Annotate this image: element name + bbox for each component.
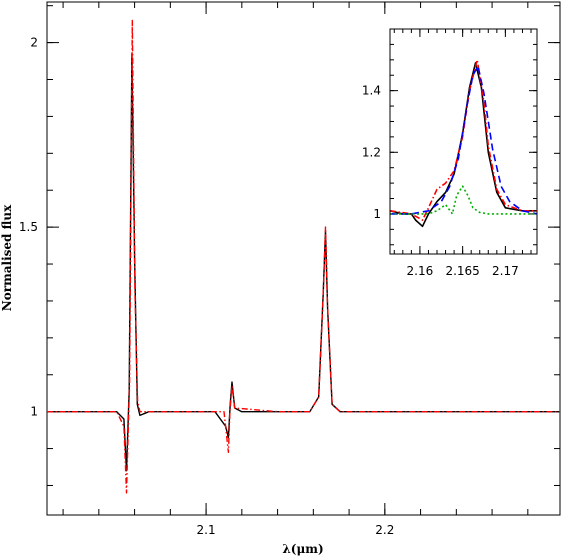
series-line-dotted: [390, 185, 537, 215]
y-tick-label: 1.2: [362, 145, 381, 159]
y-axis-title: Normalised flux: [0, 204, 14, 311]
inset-plot-background: [390, 29, 537, 254]
inset-tick-labels: 2.16 2.165 2.17 1 1.2 1.4: [362, 84, 519, 278]
main-axis-ticks: [47, 2, 560, 515]
inset-plot-lines: [389, 58, 538, 228]
y-tick-label: 2: [30, 36, 38, 50]
inset-plot-frame: [389, 28, 538, 255]
main-plot-frame: [46, 1, 561, 516]
x-tick-label: 2.17: [492, 264, 519, 278]
x-tick-label: 2.16: [407, 264, 434, 278]
y-tick-label: 1.5: [19, 220, 38, 234]
x-tick-label: 2.1: [197, 523, 216, 537]
x-tick-label: 2.2: [375, 523, 394, 537]
series-line-dashed: [390, 65, 538, 215]
y-tick-label: 1.4: [362, 84, 381, 98]
y-tick-label: 1: [373, 207, 381, 221]
main-tick-labels: 2.1 2.2 1 1.5 2: [19, 36, 394, 537]
x-tick-label: 2.165: [445, 264, 479, 278]
x-axis-title: λ(μm): [282, 542, 323, 556]
y-tick-label: 1: [30, 405, 38, 419]
main-plot-lines: [47, 19, 560, 494]
